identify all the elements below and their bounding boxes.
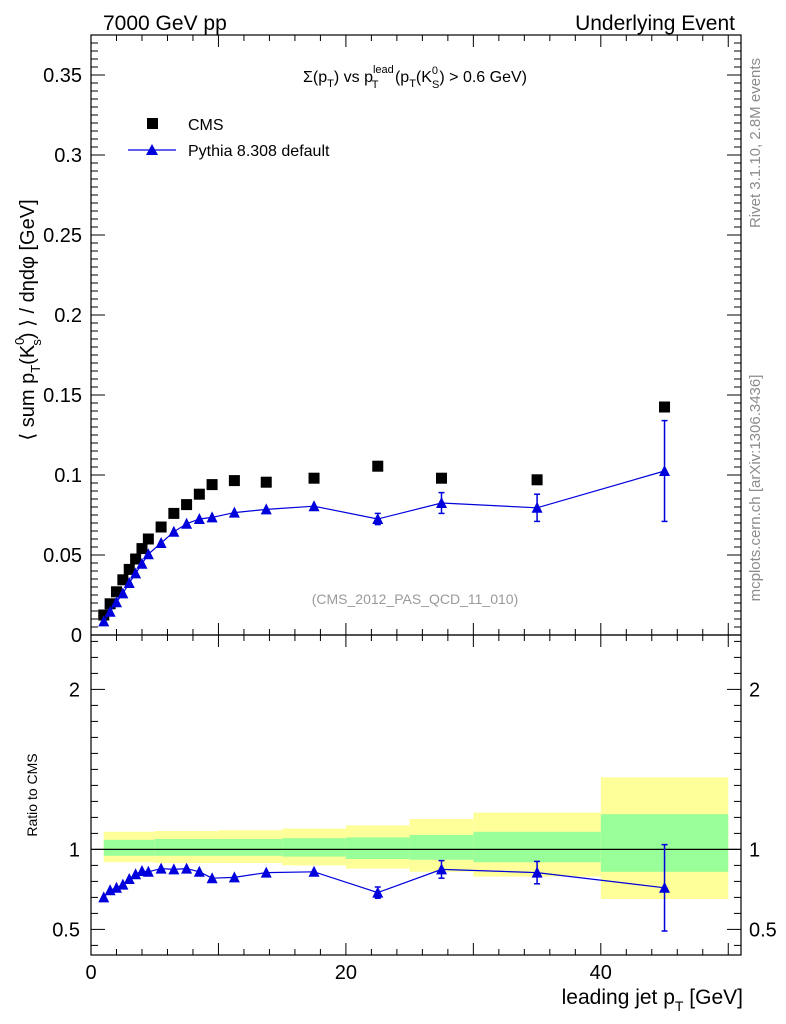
pythia-point bbox=[142, 548, 154, 560]
pythia-point bbox=[531, 501, 543, 513]
ratio-frame bbox=[90, 634, 742, 956]
pythia-ratio-point bbox=[130, 868, 142, 880]
pythia-ratio-point bbox=[193, 865, 205, 877]
cms-point bbox=[168, 507, 180, 519]
chart-marks: 0 20 40 0 0.05 0.1 0.15 0.2 0.25 0.3 0.35 0.5 0.5 1 1 2… bbox=[43, 34, 777, 984]
pythia-point bbox=[130, 567, 142, 579]
uncertainty-band-green bbox=[103, 839, 155, 856]
pythia-point bbox=[206, 511, 218, 523]
pythia-point bbox=[117, 587, 129, 599]
header-left: 7000 GeV pp bbox=[103, 12, 227, 35]
cms-point bbox=[193, 488, 205, 500]
header-right: Underlying Event bbox=[575, 12, 735, 35]
main-y-axis-label: ⟨ sum pT(K0 s) ⟩ / dηdφ [GeV] bbox=[12, 199, 44, 440]
pythia-point bbox=[98, 615, 110, 627]
pythia-ratio-point bbox=[435, 863, 447, 875]
uncertainty-band-green bbox=[409, 835, 474, 860]
y-tick-label: 1 bbox=[69, 839, 80, 861]
y-tick-label: 0.35 bbox=[43, 65, 82, 87]
y-tick-label: 0.2 bbox=[54, 305, 82, 327]
pythia-ratio-point bbox=[181, 862, 193, 874]
cms-point bbox=[104, 598, 116, 610]
y-tick-label: 0.5 bbox=[52, 919, 80, 941]
pythia-ratio-point bbox=[98, 891, 110, 903]
pythia-point bbox=[260, 503, 272, 515]
cms-point bbox=[130, 553, 142, 565]
cms-point bbox=[206, 479, 218, 491]
pythia-point bbox=[123, 577, 135, 588]
cms-point bbox=[435, 472, 447, 484]
pythia-point bbox=[110, 596, 122, 608]
pythia-ratio-point bbox=[531, 866, 543, 878]
cms-point bbox=[308, 472, 320, 484]
pythia-point bbox=[155, 537, 167, 548]
pythia-ratio-point bbox=[117, 878, 129, 890]
pythia-ratio-point bbox=[228, 871, 240, 883]
cms-point bbox=[659, 401, 671, 413]
pythia-point bbox=[168, 525, 180, 537]
pythia-point bbox=[181, 517, 193, 529]
pythia-ratio-point bbox=[110, 881, 122, 893]
cms-point bbox=[260, 476, 272, 488]
pythia-ratio-point bbox=[168, 863, 180, 875]
legend-cms-marker bbox=[147, 118, 158, 129]
ratio-y-axis-label: Ratio to CMS bbox=[24, 753, 40, 836]
pythia-point bbox=[372, 513, 384, 524]
pythia-ratio-point bbox=[155, 862, 167, 874]
y-tick-label: 0.3 bbox=[54, 145, 82, 167]
y-tick-label: 0 bbox=[71, 625, 82, 647]
pythia-ratio-point bbox=[659, 881, 671, 893]
y-tick-label-right: 2 bbox=[749, 679, 760, 701]
pythia-point bbox=[435, 497, 447, 508]
cms-point bbox=[372, 460, 384, 472]
cms-point bbox=[110, 586, 122, 598]
cms-point bbox=[531, 474, 543, 486]
pythia-point bbox=[136, 557, 148, 569]
x-axis-label: leading jet pT [GeV] bbox=[562, 986, 743, 1014]
y-tick-label-right: 1 bbox=[749, 839, 760, 861]
y-tick-label-right: 0.5 bbox=[749, 919, 777, 941]
cms-point bbox=[136, 543, 148, 555]
x-tick-label: 0 bbox=[85, 962, 96, 984]
y-tick-label: 0.05 bbox=[43, 545, 82, 567]
pythia-ratio-point bbox=[206, 872, 218, 884]
pythia-point bbox=[308, 500, 320, 512]
uncertainty-band-green bbox=[345, 837, 410, 859]
pythia-ratio-point bbox=[308, 865, 320, 877]
pythia-point bbox=[228, 506, 240, 518]
cms-point bbox=[155, 521, 167, 533]
cms-point bbox=[117, 574, 129, 586]
mcplots-credit-label: mcplots.cern.ch [arXiv:1306.3436] bbox=[747, 375, 764, 602]
y-tick-label: 2 bbox=[69, 679, 80, 701]
legend-cms-label: CMS bbox=[188, 117, 224, 134]
cms-point bbox=[142, 533, 154, 545]
pythia-ratio-point bbox=[142, 865, 154, 877]
rivet-version-label: Rivet 3.1.10, 2.8M events bbox=[747, 58, 764, 228]
pythia-point bbox=[104, 605, 116, 617]
pythia-ratio-point bbox=[260, 866, 272, 878]
cms-point bbox=[181, 499, 193, 511]
legend: CMS Pythia 8.308 default bbox=[128, 117, 330, 160]
uncertainty-band-green bbox=[218, 839, 283, 856]
cms-point bbox=[123, 563, 135, 575]
pythia-point bbox=[193, 513, 205, 524]
y-tick-label: 0.1 bbox=[54, 465, 82, 487]
cms-point bbox=[98, 609, 110, 621]
pythia-ratio-point bbox=[123, 873, 135, 884]
uncertainty-band-green bbox=[282, 838, 346, 857]
uncertainty-band-green bbox=[154, 839, 219, 856]
legend-pythia-marker bbox=[146, 144, 158, 155]
legend-pythia-label: Pythia 8.308 default bbox=[188, 143, 330, 160]
uncertainty-band-green bbox=[473, 831, 601, 863]
main-title: Σ(pT) vs plead T (pT(K0 S) > 0.6 GeV) bbox=[303, 64, 527, 91]
cms-point bbox=[228, 475, 240, 487]
x-tick-label: 40 bbox=[590, 962, 612, 984]
y-tick-label: 0.25 bbox=[43, 225, 82, 247]
y-tick-label: 0.15 bbox=[43, 385, 82, 407]
pythia-ratio-point bbox=[372, 886, 384, 898]
x-tick-label: 20 bbox=[335, 962, 357, 984]
analysis-watermark: (CMS_2012_PAS_QCD_11_010) bbox=[312, 591, 519, 607]
pythia-point bbox=[659, 465, 671, 476]
